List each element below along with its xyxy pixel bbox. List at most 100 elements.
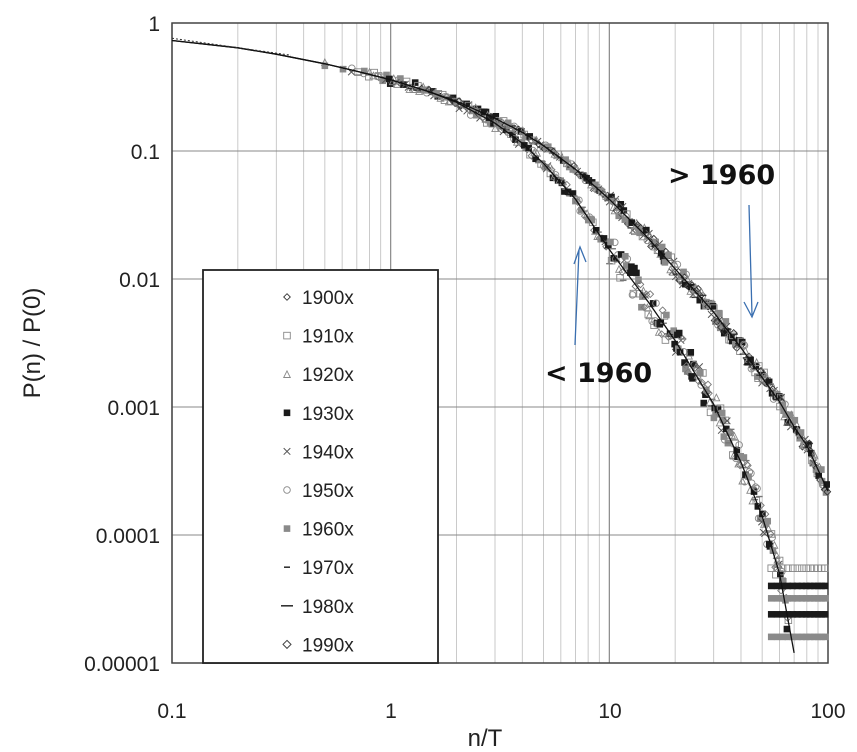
data-point [667,253,675,261]
annotation-arrow-above-1960 [743,204,759,319]
data-point [802,633,810,641]
data-point [777,570,784,578]
data-point [773,595,781,602]
data-point [646,290,655,299]
data-point [784,595,792,602]
data-point [818,595,825,602]
data-point [814,611,822,618]
data-point [822,489,830,496]
data-point [697,369,704,377]
data-point [714,406,722,413]
data-point [719,416,727,424]
data-point [784,582,792,590]
legend-marker [282,639,292,650]
data-point [548,147,556,155]
data-point [395,76,403,85]
legend-label: 1940x [302,442,354,463]
data-point [733,447,741,454]
data-point [482,108,490,116]
data-point [798,564,806,572]
data-point [492,112,500,120]
data-point [729,331,737,340]
data-point [610,206,619,215]
data-point [588,216,596,224]
data-point [627,269,634,276]
data-point [505,119,514,128]
data-point [750,488,758,495]
data-point [642,290,651,299]
data-point [775,556,784,565]
annotations: > 1960 < 1960 [545,160,775,389]
data-point [710,414,718,422]
data-point [821,595,829,602]
data-point [611,238,619,247]
data-point [767,564,775,572]
data-point [745,468,754,476]
data-point [810,633,818,641]
legend-label: 1920x [302,365,354,386]
data-point [770,540,779,549]
data-point [787,410,796,419]
data-point [636,280,645,289]
data-point [712,393,721,402]
x-tick-label: 0.1 [157,700,186,723]
data-point [532,148,542,157]
data-point [821,611,829,618]
data-point [798,595,806,602]
data-point [766,543,774,550]
data-point [810,595,818,602]
data-point [728,333,735,341]
data-point [823,481,830,488]
data-point [283,525,291,532]
legend-label: 1910x [302,327,354,348]
legend-label: 1980x [302,597,354,618]
data-point [726,429,733,437]
data-point [684,368,693,377]
data-point [730,431,739,440]
data-point [794,611,801,618]
y-tick-label: 1 [148,13,160,36]
data-point [681,280,689,288]
data-point [703,388,712,397]
data-point [631,264,638,272]
data-point [779,401,787,409]
data-point [696,296,704,304]
data-point [675,329,683,337]
data-point [666,265,675,274]
data-point [425,85,434,94]
data-point [463,100,470,108]
data-point [718,409,726,417]
data-point [818,466,825,473]
data-point [617,251,625,258]
data-point [789,582,797,590]
legend-label: 1900x [302,288,354,309]
data-point [558,179,566,187]
data-point [818,582,825,590]
data-point [570,161,578,170]
data-point [759,371,766,379]
data-point [683,368,691,375]
data-point [821,582,829,590]
data-point [609,197,616,205]
data-point [704,380,712,389]
data-point [365,72,373,81]
data-point [572,196,581,204]
data-point [578,206,585,214]
data-point [802,564,810,572]
y-tick-label: 0.00001 [84,653,160,676]
legend-label: 1960x [302,520,354,541]
data-point [748,496,757,505]
data-point [687,349,695,356]
data-point [775,393,783,400]
data-point [361,67,368,75]
data-point [806,564,815,572]
data-point [600,235,608,242]
data-point [283,331,291,340]
data-point [659,253,667,260]
data-point [747,469,755,478]
y-tick-labels: 1 0.1 0.01 0.001 0.0001 0.00001 [84,13,160,676]
data-point [608,193,615,201]
data-point [805,441,812,449]
data-point [569,190,577,197]
